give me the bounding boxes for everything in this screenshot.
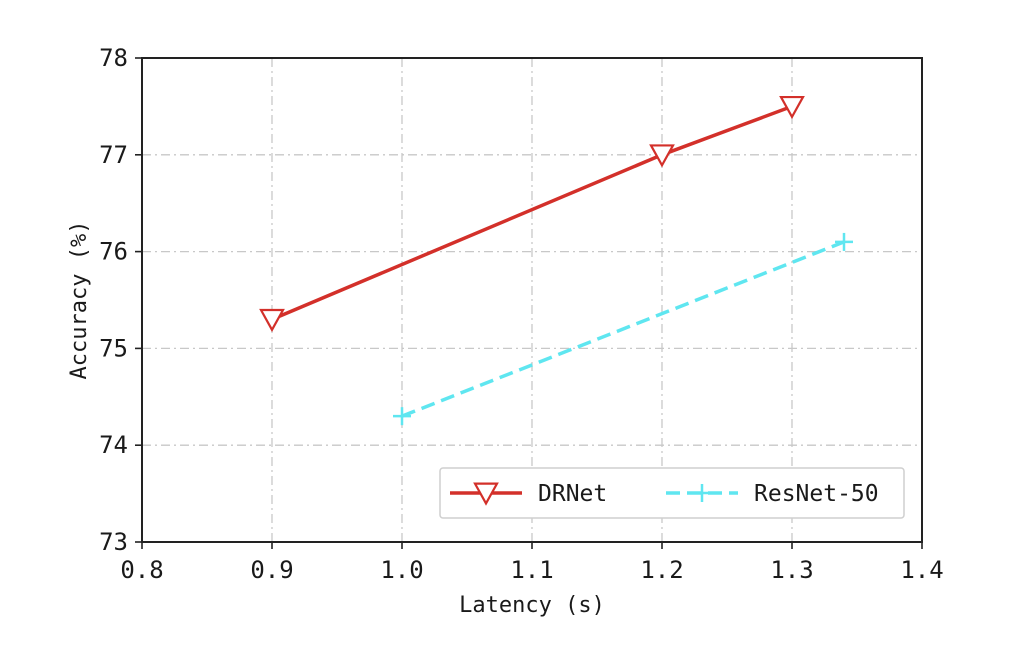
data-point-drnet — [779, 95, 805, 120]
y-tick-label: 78 — [99, 44, 128, 72]
y-tick-label: 75 — [99, 334, 128, 362]
legend-marker-resnet50 — [693, 484, 711, 502]
data-point-resnet50 — [393, 407, 411, 426]
y-tick-label: 77 — [99, 141, 128, 169]
x-axis-label: Latency (s) — [459, 593, 605, 618]
data-point-drnet — [649, 144, 675, 168]
x-tick-label: 0.9 — [250, 556, 293, 584]
data-point-drnet — [259, 308, 285, 333]
data-point-resnet50 — [835, 232, 853, 251]
y-tick-label: 73 — [99, 528, 128, 556]
legend: DRNet ResNet-50 — [439, 467, 905, 519]
x-tick-label: 1.4 — [900, 556, 943, 584]
axis-ticks: 0.8 0.9 1.0 1.1 1.2 1.3 1.4 73 74 75 76 77 78 — [99, 44, 944, 584]
legend-label-drnet: DRNet — [538, 481, 607, 507]
legend-marker-drnet — [473, 482, 499, 506]
x-tick-label: 1.1 — [510, 556, 553, 584]
legend-marker-shape — [693, 484, 711, 502]
legend-label-resnet50: ResNet-50 — [754, 481, 879, 507]
legend-marker-shape — [473, 482, 499, 506]
x-tick-label: 1.2 — [640, 556, 683, 584]
series-line-resnet50 — [401, 240, 845, 418]
x-tick-label: 1.3 — [770, 556, 813, 584]
y-tick-label: 74 — [99, 431, 128, 459]
x-tick-label: 1.0 — [380, 556, 423, 584]
y-tick-label: 76 — [99, 238, 128, 266]
y-axis-label: Accuracy (%) — [67, 221, 92, 380]
series-layer — [259, 95, 853, 426]
x-tick-label: 0.8 — [120, 556, 163, 584]
